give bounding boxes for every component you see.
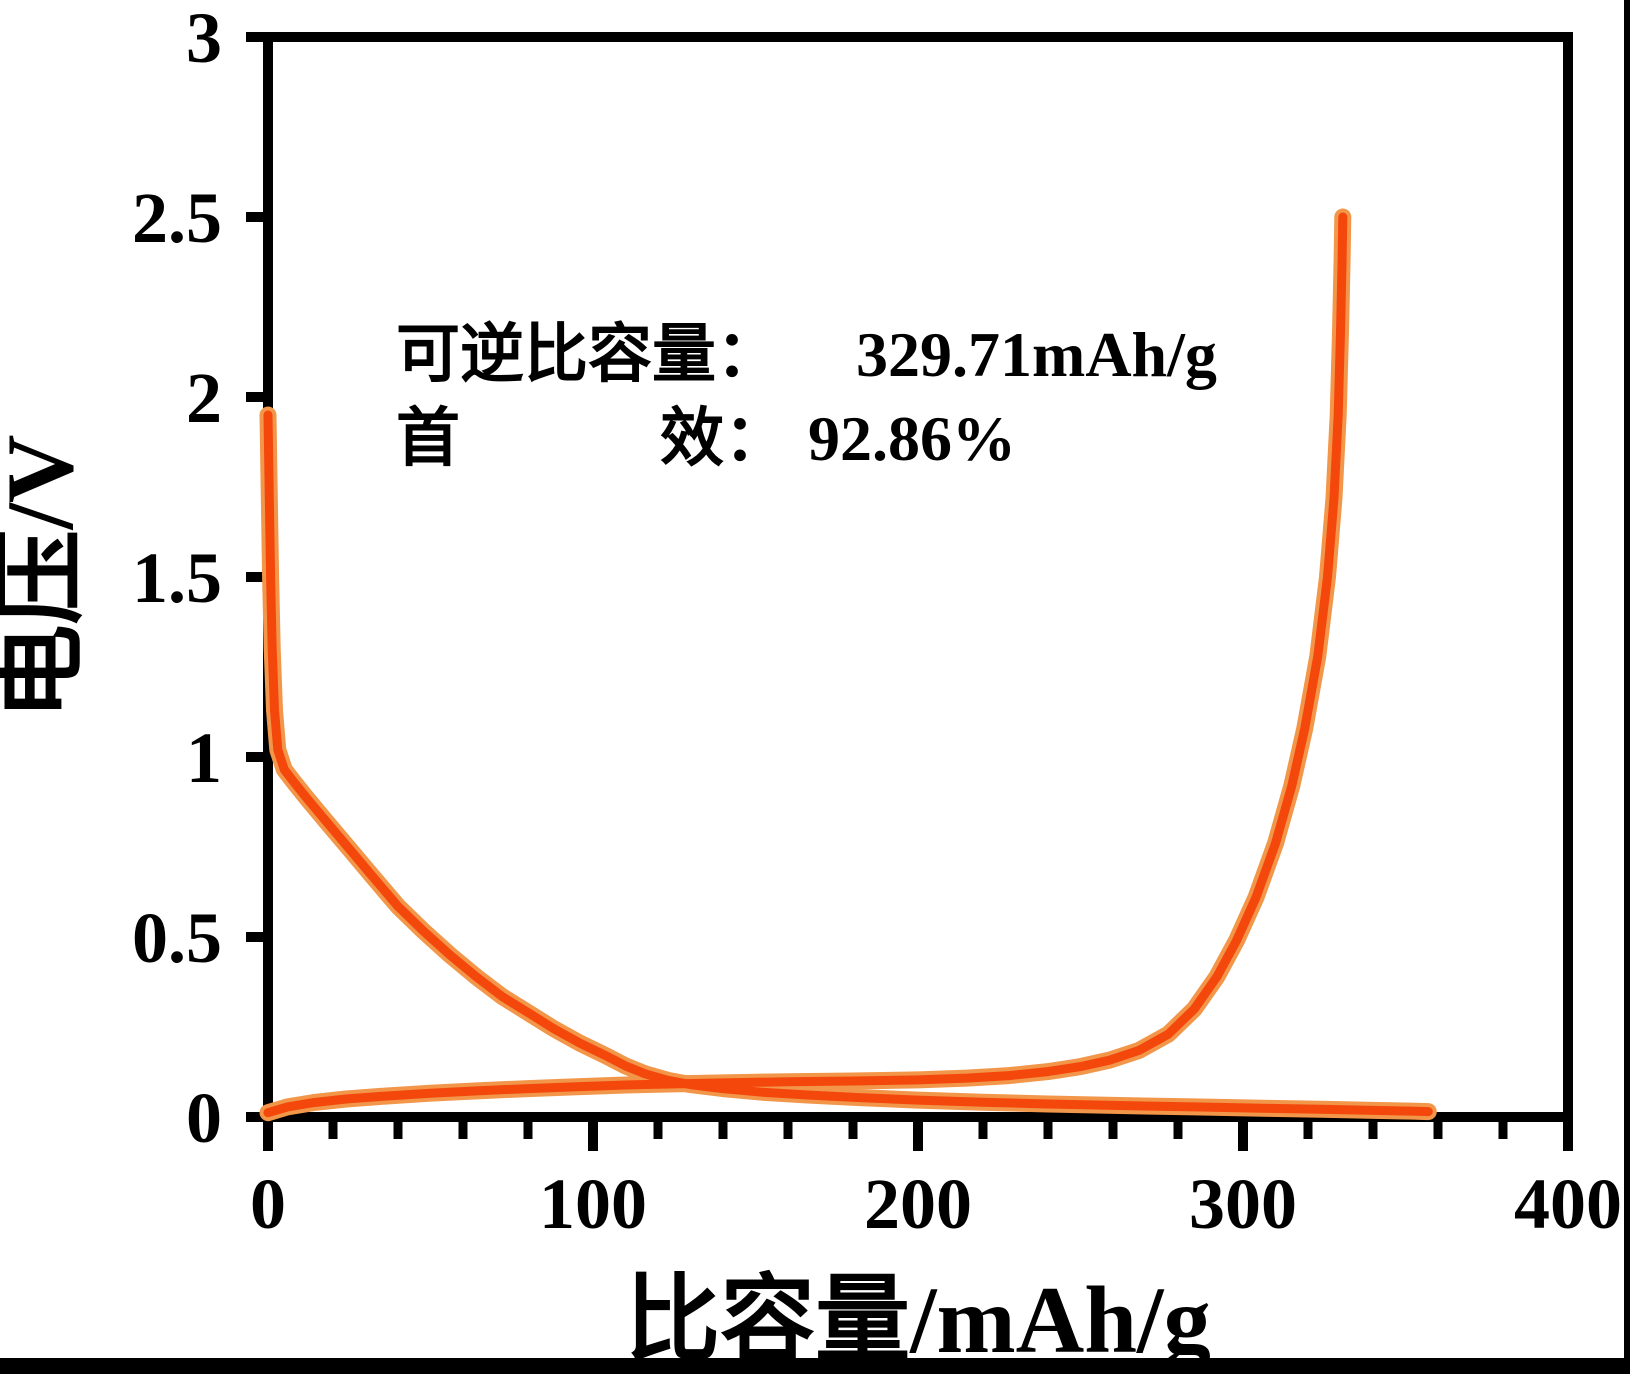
discharge-curve-core	[263, 410, 1433, 1117]
y-tick-label: 2.5	[132, 178, 222, 258]
annotation-line1-label: 可逆比容量：	[396, 319, 780, 390]
y-tick-label: 1	[186, 718, 222, 798]
y-tick-label: 2	[186, 358, 222, 438]
x-axis-title: 比容量/mAh/g	[625, 1267, 1211, 1373]
x-tick-label: 300	[1189, 1164, 1297, 1244]
tick-labels: 0 0.5 1 1.5 2 2.5 3 0 100 200 300 400	[132, 0, 1622, 1244]
y-tick-label: 3	[186, 0, 222, 78]
discharge-curve-halo	[259, 406, 1437, 1121]
annotation-line1-value: 329.71mAh/g	[856, 319, 1217, 390]
slide-edge-right	[1624, 0, 1630, 1374]
axis-ticks	[246, 32, 1573, 1151]
y-tick-label: 0	[186, 1078, 222, 1158]
x-tick-label: 200	[864, 1164, 972, 1244]
annotation-line2-value: 92.86%	[808, 403, 1016, 474]
slide-edge-bottom	[0, 1358, 1630, 1374]
charge-curve-core	[263, 212, 1348, 1118]
x-tick-label: 100	[539, 1164, 647, 1244]
annotation-line2-label-second: 效：	[660, 403, 788, 474]
curve-group	[259, 208, 1437, 1122]
y-tick-label: 1.5	[132, 538, 222, 618]
annotation-line2-label-first: 首	[396, 403, 460, 474]
x-tick-label: 0	[250, 1164, 286, 1244]
x-tick-label: 400	[1514, 1164, 1622, 1244]
y-tick-label: 0.5	[132, 898, 222, 978]
y-axis-title: 电压/V	[0, 434, 93, 719]
